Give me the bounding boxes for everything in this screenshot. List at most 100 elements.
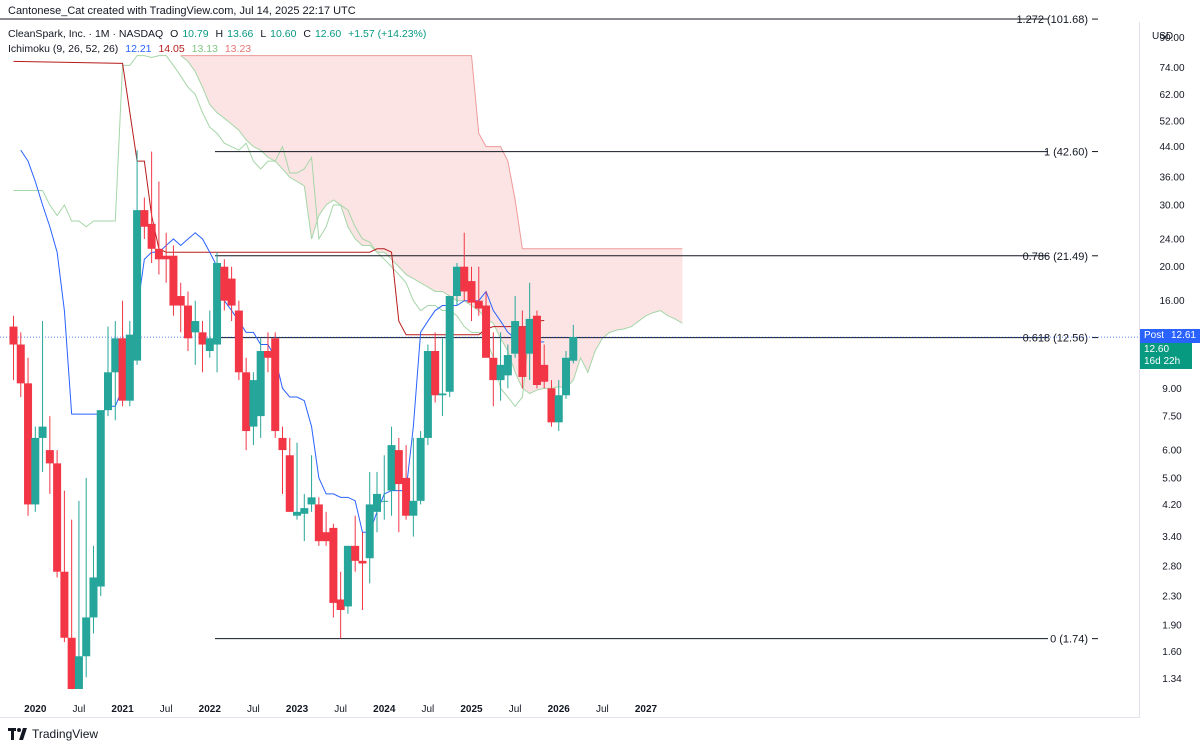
symbol-line: CleanSpark, Inc. · 1M · NASDAQ: [8, 28, 164, 40]
candle-body: [569, 337, 578, 361]
candle-body: [365, 504, 374, 559]
candle-body: [329, 527, 338, 603]
price-axis-tick: 16.00: [1159, 296, 1184, 307]
candle-body: [336, 599, 345, 610]
candle-body: [445, 296, 454, 392]
candle-body: [474, 300, 483, 309]
candle-body: [387, 445, 396, 491]
ohlc-high-label: H: [215, 28, 224, 40]
candle-body: [111, 338, 120, 373]
candle-body: [394, 450, 403, 485]
candle-body: [285, 455, 294, 512]
ichimoku-base-value: 14.05: [158, 43, 185, 55]
time-axis-tick: 2027: [635, 704, 658, 715]
candle-body: [482, 305, 491, 358]
candle-body: [89, 577, 98, 618]
candle-body: [293, 511, 302, 516]
ohlc-close-label: C: [303, 28, 311, 40]
price-axis-tick: 62.00: [1159, 90, 1184, 101]
candle-body: [133, 210, 142, 361]
ohlc-close: 12.60: [314, 28, 342, 40]
candle-body: [140, 210, 149, 227]
time-axis-tick: Jul: [334, 704, 347, 715]
candle-body: [183, 305, 192, 339]
candle-body: [525, 318, 534, 354]
candle-body: [467, 281, 476, 303]
price-axis-tick: 1.34: [1162, 674, 1182, 685]
fib-level-label: 0.618 (12.56): [1023, 333, 1088, 345]
last-price-value: 12.60: [1144, 344, 1170, 355]
ichimoku-label: Ichimoku (9, 26, 52, 26): [8, 43, 119, 55]
candle-body: [74, 656, 83, 690]
price-axis-tick: 74.00: [1159, 63, 1184, 74]
candle-body: [53, 463, 62, 572]
price-axis-tick: 52.00: [1159, 117, 1184, 128]
candle-body: [380, 500, 389, 502]
candle-body: [24, 383, 33, 505]
candle-body: [547, 388, 556, 423]
candle-body: [104, 372, 113, 411]
candle-body: [322, 532, 331, 542]
candle-body: [431, 351, 440, 396]
candle-body: [16, 344, 25, 384]
price-axis-tick: 1.60: [1162, 647, 1182, 658]
tradingview-footer[interactable]: TradingView: [8, 727, 98, 741]
price-axis-tick: 3.40: [1162, 532, 1182, 543]
candle-body: [147, 223, 156, 249]
candle-body: [67, 637, 76, 690]
post-market-badge: Post 12.61: [1140, 329, 1200, 343]
ichimoku-leading-value: 13.23: [224, 43, 252, 55]
price-axis-tick: 36.00: [1159, 173, 1184, 184]
price-axis-tick: 5.00: [1162, 473, 1182, 484]
ohlc-change: +1.57 (+14.23%): [348, 28, 427, 40]
candle-body: [503, 355, 512, 376]
candle-body: [409, 500, 418, 516]
candle-body: [31, 437, 40, 505]
candle-body: [300, 508, 309, 514]
candle-body: [496, 364, 505, 381]
time-axis-tick: 2021: [111, 704, 134, 715]
price-axis-tick: 1.90: [1162, 621, 1182, 632]
ohlc-open-label: O: [170, 28, 179, 40]
post-value: 12.61: [1170, 330, 1196, 341]
ohlc-low-label: L: [260, 28, 267, 40]
candle-body: [373, 493, 381, 512]
candle-body: [176, 296, 185, 306]
tradingview-logo-icon: [8, 728, 28, 740]
time-axis-tick: Jul: [73, 704, 86, 715]
price-axis-tick: 24.00: [1159, 234, 1184, 245]
candle-body: [307, 497, 316, 505]
tradingview-brand: TradingView: [32, 727, 99, 741]
candle-body: [125, 334, 134, 401]
ichimoku-legend: Ichimoku (9, 26, 52, 26) 12.21 14.05 13.…: [8, 43, 255, 55]
candle-body: [532, 315, 541, 385]
candle-body: [263, 351, 272, 358]
candle-body: [438, 393, 447, 396]
leading-span-a-line: [180, 55, 683, 395]
price-axis-tick: 90.00: [1159, 33, 1184, 44]
currency-label[interactable]: USD: [1152, 31, 1174, 42]
candle-body: [452, 266, 461, 297]
candle-body: [554, 395, 563, 423]
candle-body: [343, 545, 352, 607]
candle-body: [191, 321, 200, 333]
fib-level-label: 0.786 (21.49): [1023, 251, 1088, 263]
price-axis-tick: 30.00: [1159, 200, 1184, 211]
time-axis-tick: 2022: [199, 704, 222, 715]
candle-body: [314, 504, 323, 542]
candle-body: [60, 571, 69, 638]
bar-countdown: 16d 22h: [1144, 356, 1181, 367]
candle-body: [169, 255, 178, 306]
candle-body: [518, 326, 527, 377]
candle-body: [82, 617, 91, 657]
candle-body: [460, 266, 469, 292]
time-axis-tick: 2024: [373, 704, 396, 715]
price-axis-tick: 7.50: [1162, 412, 1182, 423]
ohlc-high: 13.66: [227, 28, 254, 40]
last-price-badge: 12.60 16d 22h: [1140, 343, 1192, 369]
candle-body: [234, 310, 243, 373]
candle-body: [511, 321, 520, 354]
chart-credit: Cantonese_Cat created with TradingView.c…: [8, 5, 356, 17]
